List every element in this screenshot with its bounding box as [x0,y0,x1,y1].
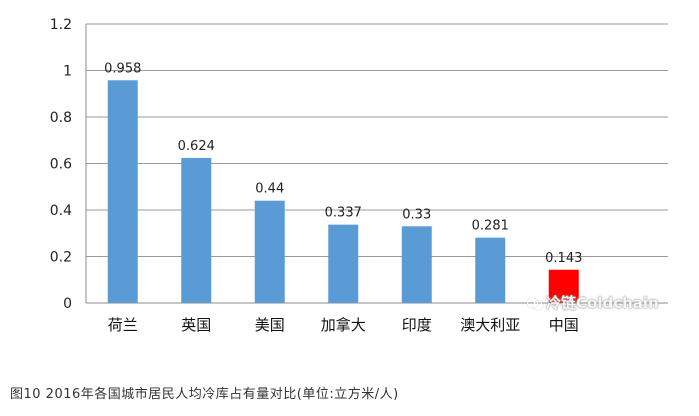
data-label: 0.281 [472,219,509,234]
data-label: 0.44 [255,182,284,197]
y-tick-label: 0.6 [50,157,72,173]
bar [107,80,138,303]
x-tick-label: 中国 [549,316,579,334]
bar [328,224,359,303]
x-tick-label: 印度 [402,316,432,334]
data-label: 0.624 [178,139,215,154]
y-tick-label: 1 [63,64,72,80]
data-label: 0.143 [545,251,582,266]
bar [475,237,506,303]
y-tick-label: 0.8 [50,110,72,126]
y-tick-label: 0 [63,296,72,312]
y-tick-label: 0.4 [50,203,72,219]
x-tick-label: 荷兰 [108,316,138,334]
x-tick-label: 澳大利亚 [460,316,520,334]
x-tick-label: 加拿大 [321,316,366,334]
wechat-icon [527,296,543,310]
bar [401,226,432,303]
bar [254,200,285,303]
watermark-text: 冷链Coldchain [546,294,659,312]
x-tick-label: 美国 [255,316,285,334]
y-tick-label: 0.2 [50,250,72,266]
figure-caption: 图10 2016年各国城市居民人均冷库占有量对比(单位:立方米/人) [10,387,399,402]
y-tick-label: 1.2 [50,17,72,33]
data-label: 0.337 [325,206,362,221]
watermark: 冷链Coldchain [527,292,659,313]
bar [548,269,579,303]
bar [181,157,212,303]
data-label: 0.33 [402,207,431,222]
data-label: 0.958 [104,61,141,76]
x-tick-label: 英国 [181,316,211,334]
